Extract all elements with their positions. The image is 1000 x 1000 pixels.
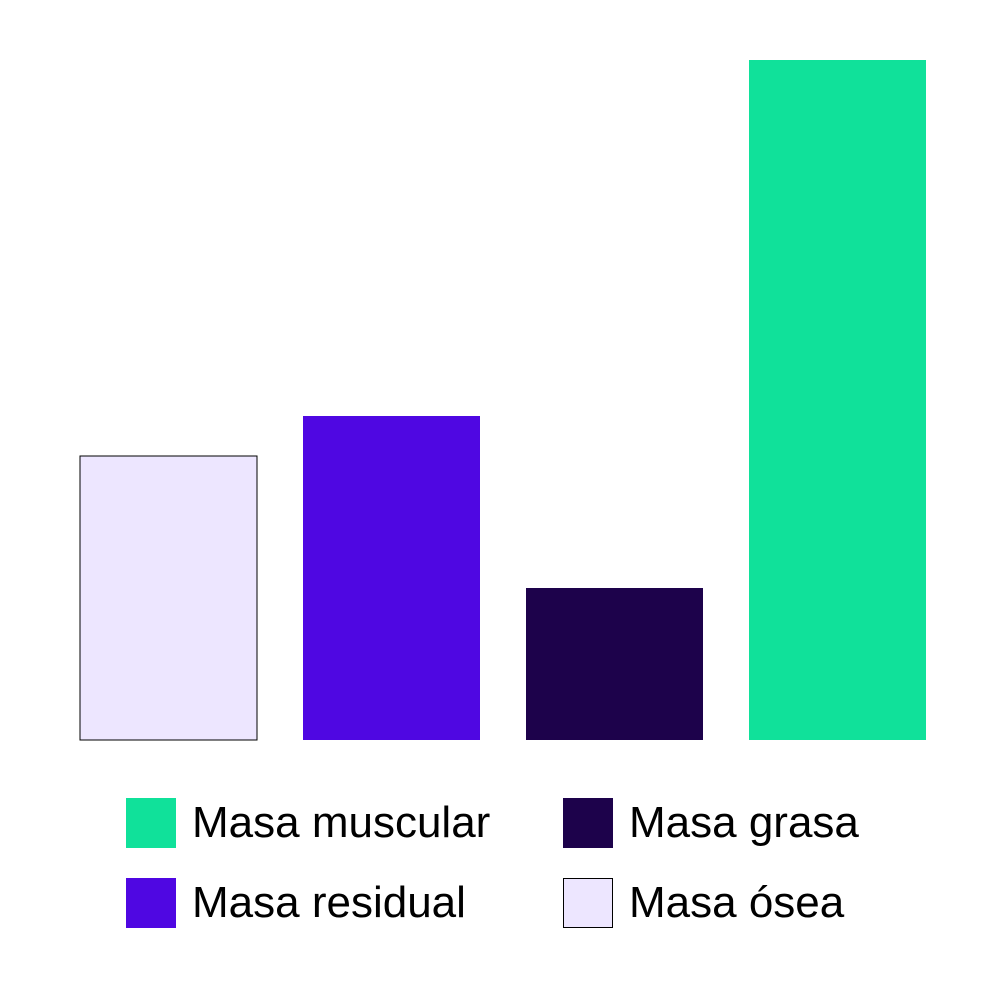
- bar-chart: [79, 60, 926, 741]
- legend-item-masa-grasa: Masa grasa: [563, 797, 859, 849]
- legend-swatch-masa-muscular: [126, 798, 176, 848]
- bar-masa-residual: [303, 416, 480, 740]
- legend-label-masa-grasa: Masa grasa: [629, 798, 859, 847]
- legend-label-masa-osea: Masa ósea: [629, 878, 845, 927]
- legend-item-masa-muscular: Masa muscular: [126, 797, 490, 849]
- bar-masa-grasa: [526, 588, 703, 740]
- legend-swatch-masa-residual: [126, 878, 176, 928]
- legend-swatch-masa-osea: [563, 878, 613, 928]
- bar-masa-osea: [79, 455, 258, 741]
- legend-item-masa-residual: Masa residual: [126, 877, 466, 929]
- legend-swatch-masa-grasa: [563, 798, 613, 848]
- legend-label-masa-residual: Masa residual: [192, 878, 466, 927]
- legend-item-masa-osea: Masa ósea: [563, 877, 844, 929]
- bar-masa-muscular: [749, 60, 926, 740]
- legend-label-masa-muscular: Masa muscular: [192, 798, 491, 847]
